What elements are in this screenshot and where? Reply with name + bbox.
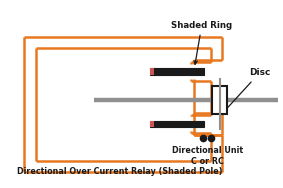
Bar <box>149 121 204 127</box>
Bar <box>149 68 154 75</box>
Bar <box>149 68 204 75</box>
Text: Directional Unit
C or RC: Directional Unit C or RC <box>172 146 243 166</box>
Text: Disc: Disc <box>223 68 270 112</box>
Text: Directional Over Current Relay (Shaded Pole): Directional Over Current Relay (Shaded P… <box>17 167 222 176</box>
Bar <box>149 121 154 127</box>
Bar <box>212 86 227 114</box>
Text: Shaded Ring: Shaded Ring <box>171 21 232 64</box>
